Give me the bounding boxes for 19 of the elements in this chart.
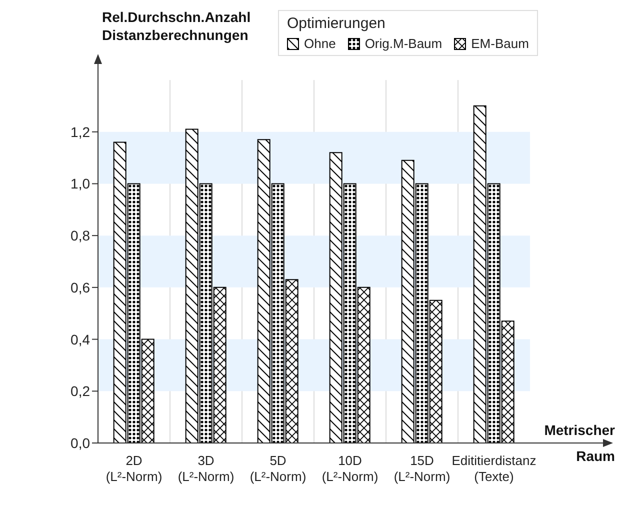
x-tick-label: 5D (L²-Norm) bbox=[250, 453, 306, 484]
y-tick-label: 1,2 bbox=[70, 124, 90, 140]
legend-title: Optimierungen bbox=[287, 15, 386, 32]
legend-label: Orig.M-Baum bbox=[364, 36, 442, 51]
legend-label: EM-Baum bbox=[471, 36, 529, 51]
y-tick-label: 0,4 bbox=[70, 331, 90, 348]
x-tick-label: 10D (L²-Norm) bbox=[322, 453, 378, 484]
x-tick-label: 2D (L²-Norm) bbox=[106, 453, 162, 484]
legend-label: Ohne bbox=[304, 36, 336, 51]
x-tick-label: Edititierdistanz (Texte) bbox=[452, 453, 536, 484]
y-tick-label: 0,8 bbox=[70, 228, 90, 244]
y-tick-label: 0,2 bbox=[70, 383, 90, 400]
x-tick-label: 15D (L²-Norm) bbox=[394, 453, 450, 484]
x-tick-label: 3D (L²-Norm) bbox=[178, 453, 234, 484]
y-axis-title: Rel.Durchschn.Anzahl Distanzberechnungen bbox=[102, 8, 251, 44]
y-tick-label: 1,0 bbox=[70, 176, 90, 192]
y-tick-label: 0,6 bbox=[70, 279, 90, 296]
y-tick-label: 0,0 bbox=[70, 434, 90, 451]
x-axis-title: Metrischer Raum bbox=[544, 421, 615, 466]
